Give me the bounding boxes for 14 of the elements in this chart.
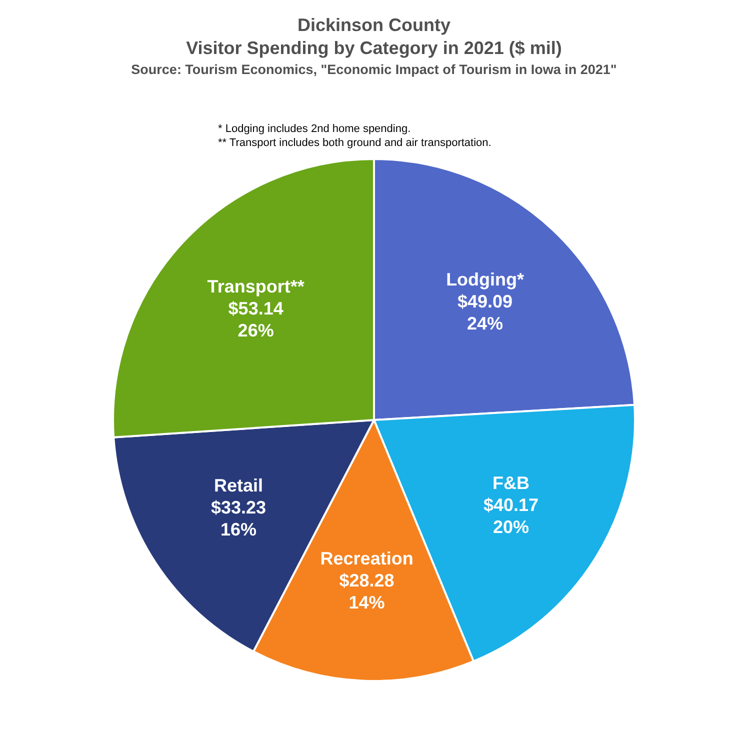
data-label: $49.09 24% bbox=[458, 291, 513, 334]
slice-label: Recreation bbox=[320, 548, 414, 569]
chart-subtitle: Source: Tourism Economics, "Economic Impact of Tourism in Iowa in 2021" bbox=[130, 62, 618, 77]
data-label: $53.14 26% bbox=[228, 298, 284, 340]
slice-label: F&B bbox=[492, 473, 530, 494]
text: ** Transport includes both ground and air transportation. bbox=[218, 136, 492, 150]
data-label: $33.23 16% bbox=[210, 497, 266, 540]
data-label: $28.28 14% bbox=[339, 570, 394, 613]
slice-label: Transport** bbox=[207, 276, 304, 296]
slice-label: Lodging* bbox=[446, 269, 524, 290]
chart-title: Dickinson County Visitor Spending by Category in 2021 ($ mil) bbox=[185, 14, 563, 60]
data-label: $40.17 20% bbox=[484, 495, 539, 538]
slice-label: Retail bbox=[214, 475, 264, 496]
text: * Lodging includes 2nd home spending. bbox=[218, 122, 412, 136]
